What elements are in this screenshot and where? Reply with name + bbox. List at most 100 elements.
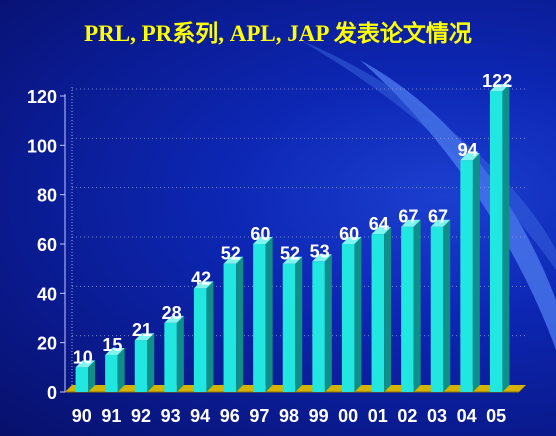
bar-side	[354, 237, 362, 392]
data-label: 53	[310, 241, 330, 261]
y-tick-label: 40	[37, 284, 57, 304]
bar-front	[253, 244, 266, 392]
bar-top	[312, 254, 332, 262]
bar-94	[193, 281, 214, 392]
bar-top	[253, 237, 273, 244]
bar-side	[295, 256, 303, 392]
bar-side	[413, 219, 421, 392]
bar-side	[324, 254, 332, 392]
x-tick-label: 91	[101, 406, 121, 426]
x-tick-label: 03	[427, 406, 447, 426]
bar-90	[75, 360, 96, 392]
bar-05	[489, 84, 510, 393]
bar-side	[384, 227, 392, 392]
data-label: 60	[250, 224, 270, 244]
page-title: PRL, PR系列, APL, JAP 发表论文情况	[84, 21, 472, 46]
data-label: 60	[339, 224, 359, 244]
data-label: 28	[162, 303, 182, 323]
y-tick-label: 100	[27, 136, 57, 156]
x-tick-label: 90	[72, 406, 92, 426]
bar-top	[430, 219, 451, 227]
bar-top	[401, 219, 421, 227]
bar-front	[312, 261, 325, 392]
bar-top	[223, 256, 244, 264]
bar-front	[282, 263, 296, 392]
bar-top	[460, 153, 480, 161]
data-label: 21	[132, 320, 152, 340]
x-tick-label: 00	[338, 406, 358, 426]
y-tick-label: 20	[37, 334, 57, 354]
bar-top	[193, 281, 214, 289]
bar-side	[443, 219, 451, 392]
x-tick-label: 97	[249, 406, 269, 426]
bar-side	[88, 360, 96, 392]
x-tick-label: 92	[131, 406, 151, 426]
bar-side	[472, 153, 480, 392]
bar-01	[371, 227, 392, 392]
bar-top	[371, 227, 392, 235]
bar-92	[134, 333, 155, 392]
bar-side	[236, 256, 244, 392]
data-label: 67	[428, 207, 448, 227]
x-tick-label: 01	[368, 406, 388, 426]
bar-front	[341, 244, 355, 392]
bar-00	[341, 237, 362, 392]
x-tick-label: 94	[190, 406, 210, 426]
data-label: 64	[369, 214, 389, 234]
data-label: 94	[458, 140, 478, 160]
bar-front	[489, 91, 503, 393]
bar-front	[164, 322, 177, 392]
bar-91	[105, 348, 125, 392]
data-label: 42	[191, 268, 211, 288]
bar-side	[502, 84, 510, 393]
bar-side	[176, 315, 184, 392]
bar-top	[282, 256, 303, 264]
bar-front	[460, 160, 473, 392]
bar-04	[460, 153, 480, 392]
bar-front	[223, 263, 237, 392]
data-label: 122	[482, 71, 512, 91]
bar-front	[75, 367, 89, 392]
x-tick-label: 98	[279, 406, 299, 426]
bar-93	[164, 315, 184, 392]
labels: 0204060801001201090159121922893429452966…	[27, 71, 512, 426]
bar-top	[341, 237, 362, 244]
bar-front	[193, 288, 207, 392]
bar-top	[164, 315, 184, 323]
bar-front	[371, 234, 385, 392]
data-label: 67	[398, 207, 418, 227]
bars	[75, 84, 510, 393]
bar-side	[117, 348, 125, 392]
bar-front	[430, 226, 444, 392]
bar-front	[401, 226, 414, 392]
bar-side	[206, 281, 214, 392]
bar-top	[489, 84, 510, 92]
bar-96	[223, 256, 244, 392]
bar-02	[401, 219, 421, 392]
data-label: 10	[73, 347, 93, 367]
bar-98	[282, 256, 303, 392]
x-tick-label: 93	[161, 406, 181, 426]
data-label: 15	[102, 335, 122, 355]
x-tick-label: 02	[397, 406, 417, 426]
x-tick-label: 04	[457, 406, 477, 426]
y-tick-label: 0	[47, 383, 57, 403]
y-tick-label: 120	[27, 87, 57, 107]
bar-97	[253, 237, 273, 392]
bar-front	[105, 355, 118, 392]
bar-side	[147, 333, 155, 392]
bar-99	[312, 254, 332, 392]
bar-top	[134, 333, 155, 341]
data-label: 52	[280, 244, 300, 264]
y-tick-label: 80	[37, 186, 57, 206]
bar-front	[134, 340, 148, 392]
bar-top	[75, 360, 96, 368]
x-tick-label: 96	[220, 406, 240, 426]
x-tick-label: 99	[309, 406, 329, 426]
x-tick-label: 05	[486, 406, 506, 426]
bar-side	[265, 237, 273, 392]
y-tick-label: 60	[37, 235, 57, 255]
bar-top	[105, 348, 125, 355]
bar-03	[430, 219, 451, 392]
